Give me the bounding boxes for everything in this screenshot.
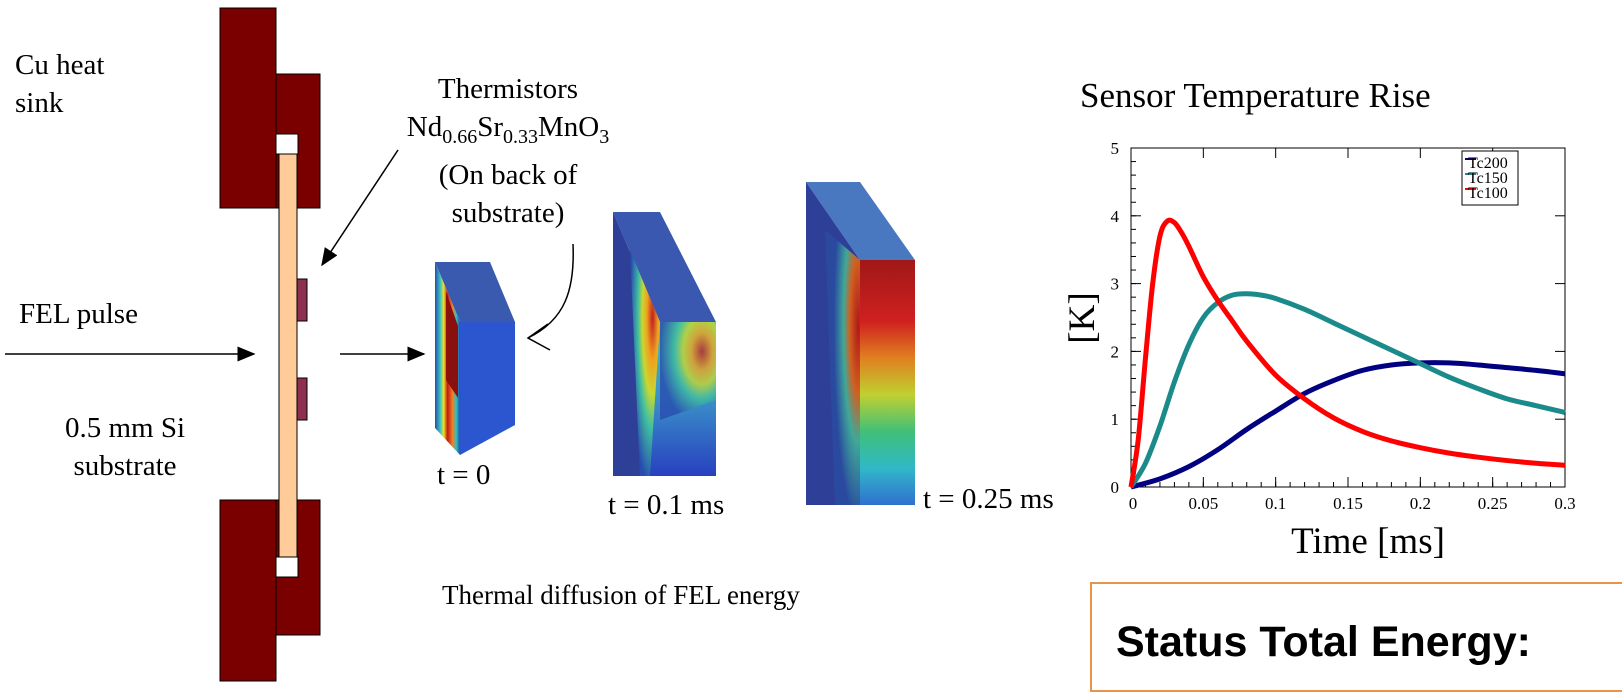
thermistors-formula: Nd0.66Sr0.33MnO3 <box>378 108 638 156</box>
series-line-tc150 <box>1128 291 1566 489</box>
y-tick-label: 4 <box>1111 207 1120 226</box>
thermistors-note-line1: (On back of <box>438 158 578 191</box>
x-tick-label: 0.25 <box>1478 494 1508 513</box>
substrate-label: 0.5 mm Si substrate <box>40 409 210 485</box>
y-tick-label: 1 <box>1111 410 1120 429</box>
cu-heat-sink-label-line1: Cu heat <box>15 49 105 81</box>
thermistor-1 <box>296 278 308 322</box>
x-tick-label: 0.3 <box>1554 494 1575 513</box>
thermal-block-t0 <box>435 262 515 455</box>
cu-heat-sink-label: Cu heat sink <box>15 46 104 122</box>
heat-sink-top-outer <box>219 7 277 209</box>
formula-sr-sub: 0.33 <box>503 125 538 148</box>
substrate-label-line1: 0.5 mm Si <box>64 412 186 444</box>
series-line-tc200 <box>1130 360 1566 490</box>
chart-title: Sensor Temperature Rise <box>1080 76 1431 115</box>
x-tick-label: 0.1 <box>1265 494 1286 513</box>
heat-sink-bottom-outer <box>219 499 277 682</box>
y-tick-label: 5 <box>1111 139 1120 158</box>
thermistor-2 <box>296 377 308 421</box>
fel-pulse-label: FEL pulse <box>19 298 138 330</box>
back-of-substrate-arrowhead <box>526 323 551 351</box>
formula-mno: MnO <box>538 111 600 143</box>
substrate <box>278 153 298 558</box>
time-label-t1: t = 0.1 ms <box>608 489 725 521</box>
legend-label-tc100: Tc100 <box>1468 185 1508 202</box>
thermistors-label: Thermistors Nd0.66Sr0.33MnO3 (On back of… <box>378 70 638 232</box>
status-total-energy-label: Status Total Energy: <box>1116 618 1531 666</box>
thermal-diffusion-caption: Thermal diffusion of FEL energy <box>442 580 800 610</box>
thermal-block-t1 <box>613 212 716 476</box>
formula-nd-sub: 0.66 <box>442 125 478 148</box>
time-label-t0: t = 0 <box>437 459 491 491</box>
thermistors-note-line2: substrate) <box>451 196 565 229</box>
x-tick-label: 0.05 <box>1188 494 1218 513</box>
y-tick-label: 3 <box>1111 275 1120 294</box>
legend-label-tc200: Tc200 <box>1468 155 1508 172</box>
x-tick-label: 0.2 <box>1410 494 1431 513</box>
status-box: Status Total Energy: <box>1090 582 1622 692</box>
thermal-block-t2 <box>806 182 915 505</box>
x-axis-label: Time [ms] <box>1291 521 1445 562</box>
cu-heat-sink-label-line2: sink <box>15 87 64 119</box>
legend-label-tc150: Tc150 <box>1468 170 1508 187</box>
formula-sr: Sr <box>477 111 503 143</box>
x-tick-label: 0 <box>1129 494 1138 513</box>
y-axis-label: [K] <box>1062 292 1103 343</box>
series-line-tc100 <box>1128 217 1566 488</box>
thermistor-pointer-arrow <box>321 149 399 267</box>
back-of-substrate-arrow <box>527 243 574 339</box>
formula-nd: Nd <box>406 111 443 143</box>
time-label-t2: t = 0.25 ms <box>923 483 1054 515</box>
y-tick-label: 2 <box>1111 342 1120 361</box>
formula-o-sub: 3 <box>599 125 610 148</box>
thermistors-title: Thermistors <box>437 73 579 105</box>
substrate-label-line2: substrate <box>73 450 177 482</box>
y-tick-label: 0 <box>1111 478 1120 497</box>
x-tick-label: 0.15 <box>1333 494 1363 513</box>
